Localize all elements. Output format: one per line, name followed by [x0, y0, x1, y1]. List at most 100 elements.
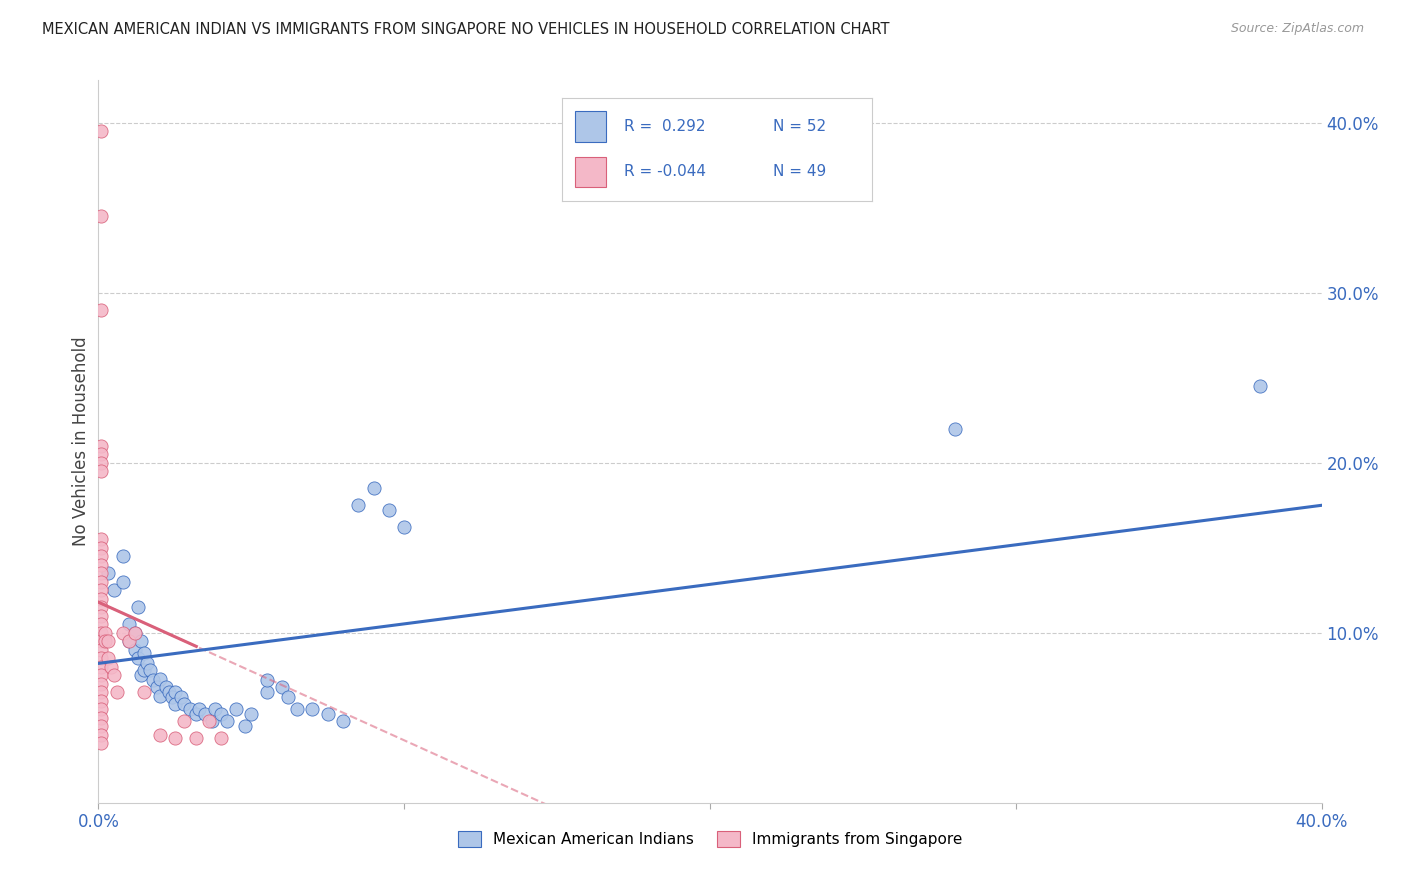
Point [90, 642, 112, 657]
Point [90, 302, 112, 317]
Point [90, 456, 112, 470]
Point [90, 685, 112, 699]
Point [90, 719, 112, 733]
Point [90, 558, 112, 572]
Point [363, 481, 385, 495]
Point [332, 714, 354, 729]
Point [90, 549, 112, 564]
Point [90, 583, 112, 598]
Point [90, 711, 112, 725]
Point [90, 634, 112, 648]
Text: Source: ZipAtlas.com: Source: ZipAtlas.com [1230, 22, 1364, 36]
Point [163, 685, 186, 699]
Point [163, 697, 186, 711]
Point [233, 719, 256, 733]
Point [209, 707, 232, 722]
Point [256, 685, 278, 699]
Point [90, 464, 112, 478]
Text: N = 49: N = 49 [773, 164, 825, 179]
Point [129, 634, 152, 648]
Point [93, 625, 115, 640]
Point [155, 680, 177, 694]
Text: MEXICAN AMERICAN INDIAN VS IMMIGRANTS FROM SINGAPORE NO VEHICLES IN HOUSEHOLD CO: MEXICAN AMERICAN INDIAN VS IMMIGRANTS FR… [42, 22, 890, 37]
Point [97, 566, 120, 581]
Point [103, 583, 125, 598]
Point [149, 672, 172, 686]
Point [200, 714, 222, 729]
Point [186, 731, 208, 746]
Point [139, 663, 162, 677]
Point [90, 608, 112, 623]
Point [90, 625, 112, 640]
Point [111, 625, 134, 640]
Point [90, 600, 112, 615]
Point [134, 646, 156, 660]
Point [170, 690, 193, 705]
Point [90, 728, 112, 742]
Point [134, 663, 156, 677]
Point [378, 503, 401, 517]
Point [215, 714, 238, 729]
Point [129, 668, 152, 682]
Point [103, 668, 125, 682]
Point [90, 660, 112, 674]
Point [90, 702, 112, 716]
Point [124, 625, 146, 640]
Point [90, 591, 112, 606]
Text: R = -0.044: R = -0.044 [624, 164, 706, 179]
Y-axis label: No Vehicles in Household: No Vehicles in Household [72, 336, 90, 547]
Point [149, 728, 172, 742]
Point [90, 209, 112, 223]
Point [1249, 379, 1271, 393]
Legend: Mexican American Indians, Immigrants from Singapore: Mexican American Indians, Immigrants fro… [451, 825, 969, 853]
Point [127, 600, 149, 615]
Point [173, 714, 195, 729]
Point [90, 541, 112, 555]
Point [188, 702, 211, 716]
Point [124, 625, 146, 640]
Point [225, 702, 247, 716]
Point [127, 651, 149, 665]
Point [179, 702, 201, 716]
Point [97, 634, 120, 648]
Point [90, 617, 112, 632]
Point [97, 651, 120, 665]
Point [100, 660, 122, 674]
Point [197, 714, 219, 729]
Point [285, 702, 308, 716]
Point [90, 533, 112, 547]
Point [124, 642, 146, 657]
Point [204, 702, 226, 716]
Point [316, 707, 339, 722]
Point [270, 680, 292, 694]
Point [160, 690, 183, 705]
Point [93, 634, 115, 648]
Point [136, 657, 159, 671]
Point [173, 697, 195, 711]
Point [347, 498, 370, 512]
Point [118, 617, 141, 632]
Point [256, 673, 278, 688]
Point [90, 447, 112, 461]
Point [90, 677, 112, 691]
Point [90, 651, 112, 665]
Point [145, 680, 167, 694]
Point [90, 694, 112, 708]
Point [118, 634, 141, 648]
Point [301, 702, 323, 716]
Point [90, 124, 112, 138]
Point [163, 731, 186, 746]
Point [118, 634, 141, 648]
Point [194, 707, 217, 722]
Text: N = 52: N = 52 [773, 120, 825, 135]
Point [240, 707, 263, 722]
Point [90, 574, 112, 589]
Point [111, 574, 134, 589]
Point [142, 673, 165, 688]
Point [943, 422, 966, 436]
Point [90, 736, 112, 750]
Text: R =  0.292: R = 0.292 [624, 120, 706, 135]
Point [90, 439, 112, 453]
Point [157, 685, 180, 699]
Point [105, 685, 128, 699]
